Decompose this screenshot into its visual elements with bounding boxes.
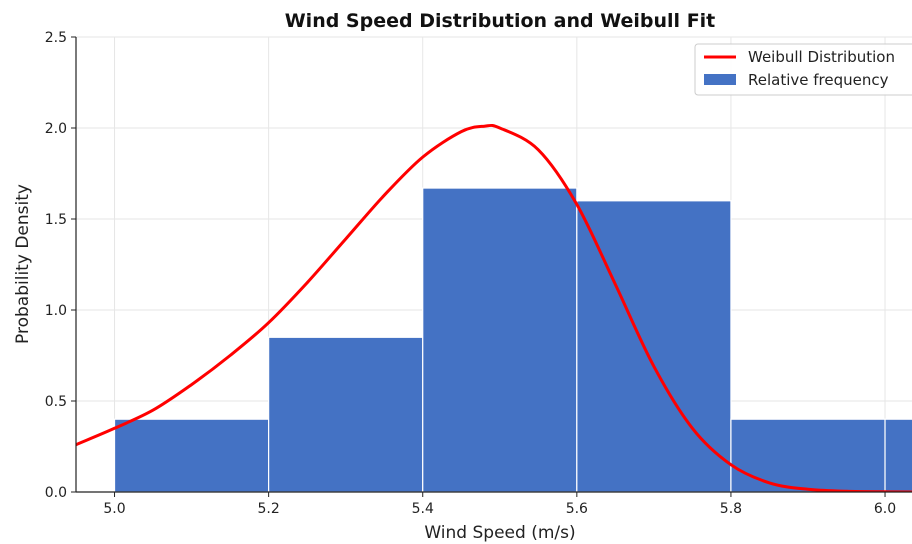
- y-tick-label: 2.0: [45, 121, 67, 137]
- legend-label-weibull: Weibull Distribution: [748, 48, 895, 66]
- axes: [71, 36, 912, 497]
- x-tick-label: 5.6: [566, 501, 588, 517]
- legend-label-frequency: Relative frequency: [748, 71, 889, 89]
- y-axis-label: Probability Density: [13, 184, 33, 344]
- x-tick-label: 5.0: [103, 501, 125, 517]
- histogram-bar: [884, 418, 912, 492]
- legend-box: [694, 43, 912, 96]
- y-tick-label: 2.5: [45, 30, 67, 46]
- x-axis-label: Wind Speed (m/s): [424, 523, 575, 543]
- x-tick-label: 6.0: [874, 501, 896, 517]
- weibull-curve-layer: [76, 123, 912, 492]
- histogram-bar: [113, 418, 270, 492]
- weibull-curve: [76, 123, 912, 492]
- x-tick-label: 5.8: [720, 501, 742, 517]
- x-tick-label: 5.2: [257, 501, 279, 517]
- y-tick-label: 0.0: [45, 485, 67, 501]
- legend: Weibull Distribution Relative frequency: [694, 43, 912, 96]
- legend-bar-swatch: [704, 74, 736, 85]
- histogram-bar: [422, 187, 578, 492]
- y-tick-label: 1.5: [45, 212, 67, 228]
- y-tick-label: 1.0: [45, 303, 67, 319]
- histogram-bars: [113, 187, 912, 492]
- y-tick-label: 0.5: [45, 394, 67, 410]
- chart-title: Wind Speed Distribution and Weibull Fit: [285, 10, 716, 32]
- x-tick-label: 5.4: [412, 501, 434, 517]
- histogram-bar: [268, 336, 424, 492]
- histogram-bar: [576, 200, 732, 492]
- tick-labels: 5.0 5.2 5.4 5.6 5.8 6.0 0.0 0.5 1.0 1.5 2.0 2.5: [45, 30, 896, 517]
- histogram-bar: [730, 418, 886, 492]
